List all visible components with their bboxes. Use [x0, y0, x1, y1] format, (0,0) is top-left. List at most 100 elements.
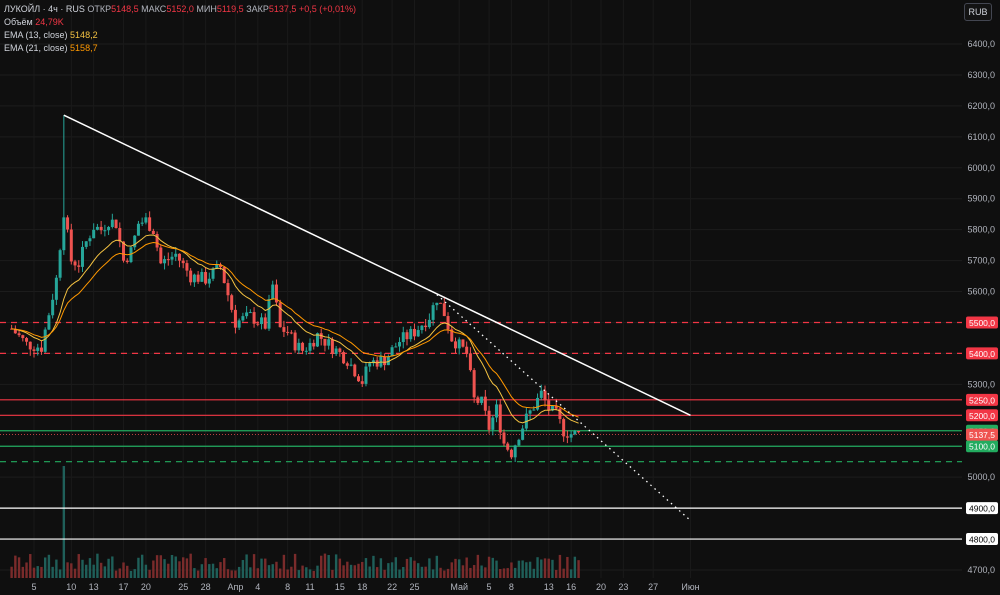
volume-bar [234, 570, 237, 578]
y-tick-label: 5300,0 [967, 379, 995, 389]
candle-body [562, 419, 566, 437]
candle-body [487, 410, 491, 430]
volume-bar [264, 558, 267, 578]
ema13-line [11, 234, 579, 424]
candle-body [315, 333, 319, 347]
symbol-label: ЛУКОЙЛ · 4ч · RUS [4, 4, 85, 14]
candle-body [47, 315, 51, 330]
candle-body [125, 260, 129, 263]
volume-bar [182, 557, 185, 578]
volume-bar [521, 560, 524, 578]
volume-bar [189, 553, 192, 578]
level-price-box [966, 409, 998, 422]
volume-bar [361, 561, 364, 578]
ohlc-row: ЛУКОЙЛ · 4ч · RUS ОТКР5148,5 МАКС5152,0 … [4, 3, 356, 16]
close-label: ЗАКР [246, 4, 269, 14]
candle-body [506, 443, 510, 450]
volume-bar [383, 569, 386, 578]
volume-bar [409, 557, 412, 578]
x-axis: 5 10 13 17 20 25 28 Апр 4 8 11 15 18 22 25 Май 5 8 13 16 20 2… [31, 582, 699, 592]
volume-bar [428, 558, 431, 578]
candle-body [58, 250, 62, 278]
y-tick-label: 5250,0 [969, 395, 995, 405]
volume-bar [458, 559, 461, 578]
candle-body [371, 360, 375, 364]
volume-bar [502, 568, 506, 578]
candle-body [174, 253, 178, 257]
volume-bar [178, 561, 181, 578]
candle-body [84, 241, 88, 247]
volume-bar [454, 558, 457, 578]
volume-bar [133, 569, 136, 578]
volume-bar [312, 570, 315, 578]
candle-body [509, 449, 513, 458]
volume-bar [506, 568, 509, 578]
volume-bar [260, 558, 263, 578]
candle-body [301, 342, 305, 351]
x-tick-label: 4 [255, 582, 260, 592]
volume-bar [349, 564, 353, 578]
x-tick-label: 27 [648, 582, 658, 592]
y-tick-label: 5800,0 [967, 225, 995, 235]
volume-bar [323, 553, 327, 578]
volume-bar [155, 555, 159, 578]
volume-bar [70, 563, 73, 578]
volume-value: 24,79K [35, 17, 64, 27]
candle-body [476, 397, 480, 403]
y-tick-label: 6200,0 [967, 101, 995, 111]
volume-bars [10, 466, 580, 578]
volume-bar [17, 557, 21, 578]
volume-bar [308, 569, 312, 578]
candle-body [461, 339, 465, 347]
volume-bar [368, 566, 371, 578]
candle-body [446, 316, 450, 330]
candle-body [13, 328, 17, 334]
y-tick-label: 4900,0 [969, 504, 995, 514]
volume-bar [278, 568, 282, 578]
volume-bar [499, 568, 502, 578]
candle-body [532, 409, 536, 411]
low-label: МИН [196, 4, 217, 14]
volume-bar [394, 557, 398, 578]
volume-bar [215, 568, 218, 578]
volume-bar [450, 562, 453, 578]
candle-body [73, 261, 77, 266]
x-tick-label: 10 [66, 582, 76, 592]
candle-body [278, 302, 282, 328]
volume-bar [297, 570, 301, 578]
x-tick-label: 20 [141, 582, 151, 592]
candle-body [260, 317, 264, 325]
volume-bar [174, 556, 177, 578]
x-tick-label: 5 [487, 582, 492, 592]
candle-body [480, 396, 484, 403]
volume-bar [465, 557, 468, 578]
x-tick-label: 28 [201, 582, 211, 592]
volume-bar [525, 562, 528, 578]
volume-bar [566, 556, 569, 578]
price-levels [0, 321, 962, 540]
candle-body [405, 332, 409, 340]
candle-body [495, 404, 499, 418]
currency-button[interactable]: RUB [964, 3, 992, 21]
volume-bar [237, 566, 241, 578]
volume-bar [569, 569, 573, 578]
candle-body [177, 253, 181, 261]
volume-bar [327, 555, 330, 578]
candle-body [200, 271, 204, 282]
volume-label: Объём [4, 17, 33, 27]
x-tick-label: 25 [178, 582, 188, 592]
last-price-box [966, 428, 998, 441]
volume-bar [301, 565, 304, 578]
volume-bar [96, 553, 99, 578]
y-tick-label: 5400,0 [969, 349, 995, 359]
volume-bar [118, 568, 121, 578]
volume-bar [387, 563, 390, 578]
volume-bar [484, 567, 487, 578]
ema13-value: 5148,2 [70, 30, 98, 40]
candle-body [21, 335, 25, 339]
volume-bar [342, 565, 345, 578]
candle-body [66, 217, 70, 230]
volume-bar [196, 570, 200, 578]
y-tick-label: 5000,0 [967, 472, 995, 482]
